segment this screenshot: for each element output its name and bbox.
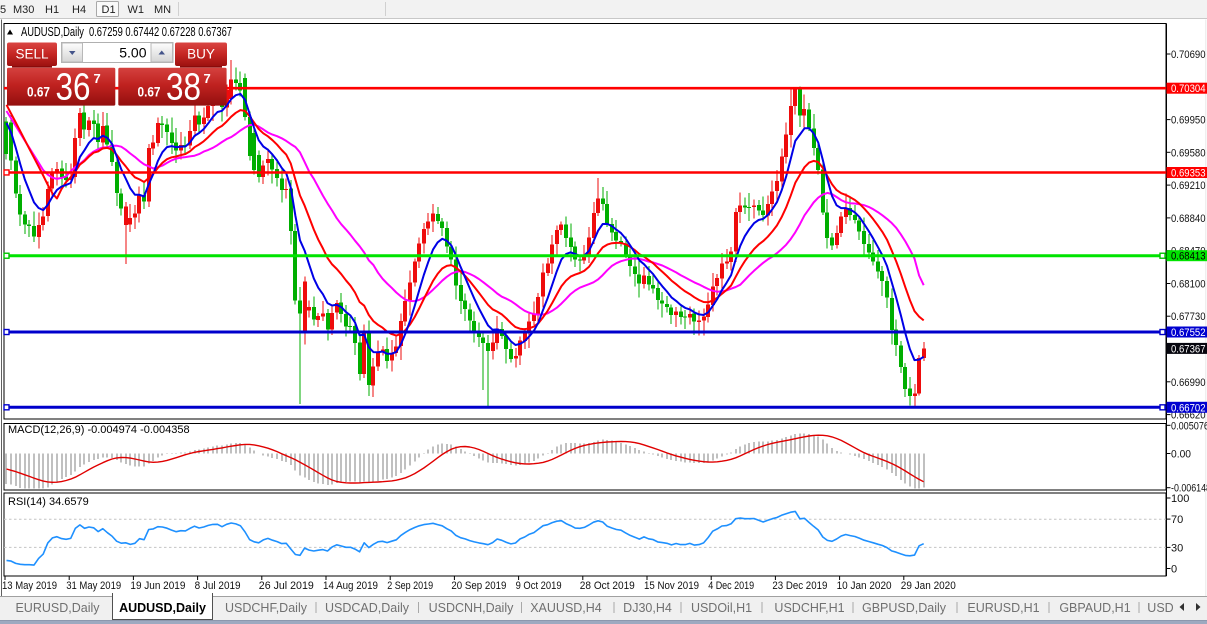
svg-text:0.00: 0.00 bbox=[1171, 449, 1191, 461]
svg-text:USD: USD bbox=[1147, 601, 1173, 615]
svg-text:-0.006148: -0.006148 bbox=[1171, 483, 1207, 495]
svg-text:USDCAD,Daily: USDCAD,Daily bbox=[325, 601, 410, 615]
svg-text:DJ30,H4: DJ30,H4 bbox=[623, 601, 672, 615]
svg-text:0.67259 0.67442 0.67228 0.6736: 0.67259 0.67442 0.67228 0.67367 bbox=[89, 25, 232, 39]
svg-text:0.70690: 0.70690 bbox=[1171, 49, 1206, 61]
svg-text:USDCHF,Daily: USDCHF,Daily bbox=[225, 601, 308, 615]
svg-text:0.68100: 0.68100 bbox=[1171, 279, 1206, 291]
svg-text:2 Sep 2019: 2 Sep 2019 bbox=[387, 580, 433, 592]
svg-text:0: 0 bbox=[1171, 564, 1177, 576]
svg-text:BUY: BUY bbox=[187, 47, 215, 62]
svg-text:0.68413: 0.68413 bbox=[1171, 251, 1206, 263]
svg-text:0.69210: 0.69210 bbox=[1171, 180, 1206, 192]
svg-text:26 Jul 2019: 26 Jul 2019 bbox=[259, 580, 314, 592]
svg-text:0.69950: 0.69950 bbox=[1171, 115, 1206, 127]
svg-text:20 Sep 2019: 20 Sep 2019 bbox=[451, 580, 506, 592]
svg-text:USDCHF,H1: USDCHF,H1 bbox=[774, 601, 844, 615]
svg-text:USDCNH,Daily: USDCNH,Daily bbox=[429, 601, 514, 615]
svg-text:M30: M30 bbox=[13, 4, 34, 16]
svg-text:9 Oct 2019: 9 Oct 2019 bbox=[516, 580, 562, 592]
svg-text:MN: MN bbox=[154, 4, 171, 16]
svg-text:7: 7 bbox=[94, 71, 101, 86]
svg-text:USDOil,H1: USDOil,H1 bbox=[691, 601, 752, 615]
svg-text:15 Nov 2019: 15 Nov 2019 bbox=[644, 580, 699, 592]
svg-text:0.66990: 0.66990 bbox=[1171, 377, 1206, 389]
svg-text:29 Jan 2020: 29 Jan 2020 bbox=[901, 580, 956, 592]
svg-text:GBPUSD,Daily: GBPUSD,Daily bbox=[862, 601, 947, 615]
svg-text:14 Aug 2019: 14 Aug 2019 bbox=[323, 580, 378, 592]
svg-text:10 Jan 2020: 10 Jan 2020 bbox=[837, 580, 892, 592]
svg-text:5.00: 5.00 bbox=[119, 45, 146, 61]
svg-text:8 Jul 2019: 8 Jul 2019 bbox=[195, 580, 241, 592]
svg-text:0.005076: 0.005076 bbox=[1171, 420, 1207, 432]
svg-text:13 May 2019: 13 May 2019 bbox=[2, 580, 57, 592]
svg-text:0.67: 0.67 bbox=[138, 85, 161, 100]
svg-text:D1: D1 bbox=[102, 4, 116, 16]
svg-text:100: 100 bbox=[1171, 493, 1189, 505]
svg-text:4 Dec 2019: 4 Dec 2019 bbox=[708, 580, 754, 592]
svg-text:SELL: SELL bbox=[15, 47, 49, 62]
svg-text:XAUUSD,H4: XAUUSD,H4 bbox=[530, 601, 602, 615]
svg-text:70: 70 bbox=[1171, 514, 1183, 526]
svg-text:EURUSD,H1: EURUSD,H1 bbox=[967, 601, 1039, 615]
svg-text:19 Jun 2019: 19 Jun 2019 bbox=[130, 580, 185, 592]
svg-text:30: 30 bbox=[1171, 542, 1183, 554]
svg-text:23 Dec 2019: 23 Dec 2019 bbox=[772, 580, 827, 592]
svg-text:RSI(14) 34.6579: RSI(14) 34.6579 bbox=[8, 496, 89, 508]
svg-text:0.69353: 0.69353 bbox=[1171, 168, 1206, 180]
svg-text:7: 7 bbox=[204, 71, 211, 86]
svg-text:31 May 2019: 31 May 2019 bbox=[66, 580, 121, 592]
svg-text:0.67552: 0.67552 bbox=[1171, 327, 1206, 339]
svg-text:0.68840: 0.68840 bbox=[1171, 213, 1206, 225]
svg-text:0.70304: 0.70304 bbox=[1171, 83, 1206, 95]
svg-text:0.66702: 0.66702 bbox=[1171, 402, 1206, 414]
svg-text:5: 5 bbox=[0, 4, 6, 16]
svg-text:38: 38 bbox=[166, 67, 201, 109]
svg-text:0.67367: 0.67367 bbox=[1171, 343, 1206, 355]
svg-text:MACD(12,26,9) -0.004974 -0.004: MACD(12,26,9) -0.004974 -0.004358 bbox=[8, 424, 190, 436]
svg-text:W1: W1 bbox=[128, 4, 145, 16]
svg-text:28 Oct 2019: 28 Oct 2019 bbox=[580, 580, 635, 592]
svg-text:0.69580: 0.69580 bbox=[1171, 147, 1206, 159]
svg-text:0.67: 0.67 bbox=[27, 85, 50, 100]
svg-text:AUDUSD,Daily: AUDUSD,Daily bbox=[21, 25, 85, 39]
svg-text:AUDUSD,Daily: AUDUSD,Daily bbox=[119, 601, 206, 615]
svg-text:0.67730: 0.67730 bbox=[1171, 311, 1206, 323]
svg-text:GBPAUD,H1: GBPAUD,H1 bbox=[1059, 601, 1130, 615]
svg-text:H1: H1 bbox=[45, 4, 59, 16]
svg-text:EURUSD,Daily: EURUSD,Daily bbox=[15, 601, 100, 615]
svg-text:H4: H4 bbox=[72, 4, 86, 16]
svg-text:36: 36 bbox=[56, 67, 91, 109]
